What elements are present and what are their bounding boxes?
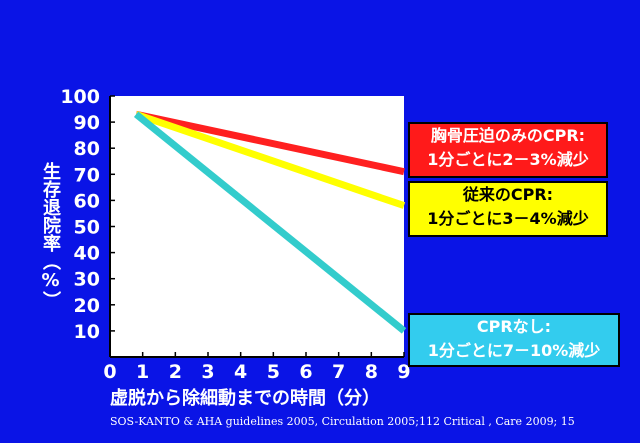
x-tick-label: 2 [169,361,182,383]
tick-layer: 0 1 2 3 4 5 6 7 8 9 10 20 30 40 50 60 70 80 90 100 [60,86,410,383]
plot-background [110,96,404,357]
annotation-no-cpr: CPRなし: 1分ごとに7－10%減少 [408,313,620,367]
annotation-conventional-cpr: 従来のCPR: 1分ごとに3－4%減少 [408,181,608,237]
x-axis-label: 虚脱から除細動までの時間（分） [110,388,380,409]
x-tick-label: 3 [201,361,214,383]
series-line-2 [133,111,407,334]
annotation-rate: 1分ごとに7－10%減少 [427,341,601,360]
x-tick-label: 5 [267,361,280,383]
annotation-rate: 1分ごとに2－3%減少 [427,150,589,169]
annotation-title: 胸骨圧迫のみのCPR: [430,126,586,145]
y-tick-label: 70 [74,164,100,186]
annotation-rate: 1分ごとに3－4%減少 [427,209,589,228]
y-tick-label: 60 [74,190,100,212]
y-axis-label: 生存退院率（%） [40,162,61,309]
y-tick-label: 90 [74,112,100,134]
axis-layer [109,95,405,358]
source-citation: SOS-KANTO & AHA guidelines 2005, Circula… [110,415,575,428]
annotation-title: 従来のCPR: [462,185,554,204]
series-line-0 [135,110,405,176]
series-layer [133,110,407,334]
annotation-chest-compression-only: 胸骨圧迫のみのCPR: 1分ごとに2－3%減少 [408,122,608,178]
y-tick-label: 30 [74,269,100,291]
x-tick-label: 8 [365,361,378,383]
x-tick-label: 7 [332,361,345,383]
y-tick-label: 10 [74,321,100,343]
x-tick-label: 9 [397,361,410,383]
x-tick-label: 1 [136,361,149,383]
y-tick-label: 40 [74,243,100,265]
annotation-title: CPRなし: [476,317,552,336]
plot-area [110,96,404,357]
y-tick-label: 80 [74,138,100,160]
x-tick-label: 0 [103,361,116,383]
y-tick-label: 50 [74,217,100,239]
y-tick-label: 20 [74,295,100,317]
series-line-1 [135,110,406,209]
x-tick-label: 6 [299,361,312,383]
x-tick-label: 4 [234,361,247,383]
y-tick-label: 100 [60,86,100,108]
